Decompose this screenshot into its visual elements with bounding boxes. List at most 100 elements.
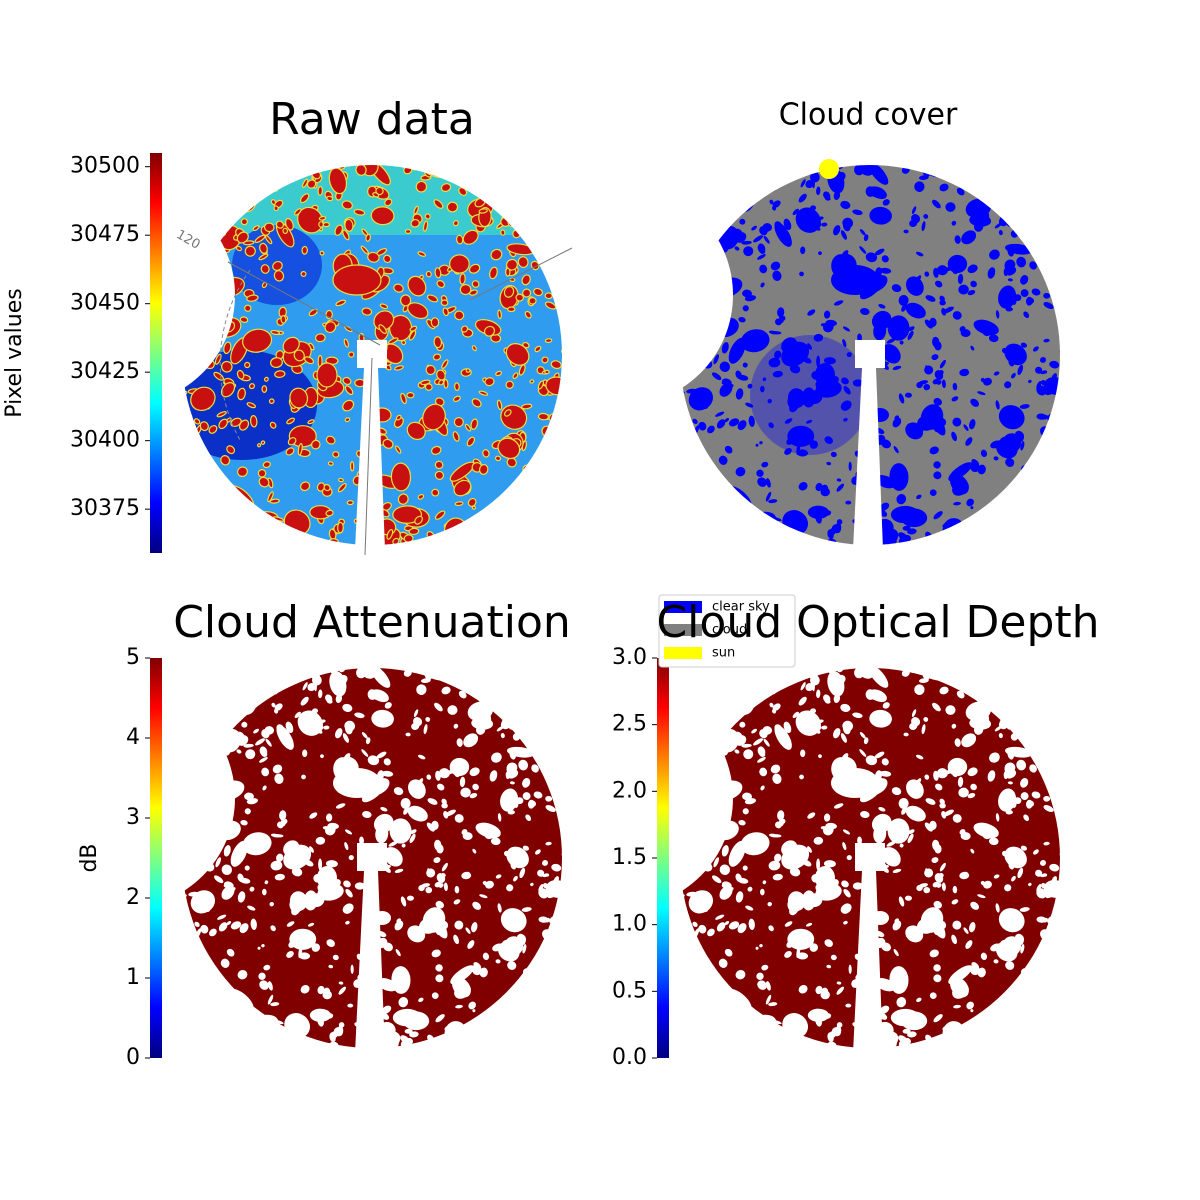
image-blob	[1008, 170, 1015, 178]
image-blob	[230, 207, 236, 214]
image-blob	[509, 781, 515, 785]
image-blob	[693, 855, 699, 864]
image-blob	[344, 325, 353, 333]
image-blob	[325, 435, 336, 445]
image-blob	[252, 225, 260, 232]
image-blob	[190, 1019, 199, 1028]
image-blob	[954, 235, 961, 244]
image-blob	[187, 726, 197, 736]
image-blob	[507, 217, 517, 228]
image-blob	[270, 833, 280, 838]
image-blob	[961, 230, 977, 245]
image-blob	[283, 509, 311, 536]
image-blob	[207, 834, 217, 844]
image-blob	[777, 173, 784, 180]
image-blob	[826, 964, 832, 969]
image-blob	[282, 227, 288, 235]
image-blob	[317, 866, 337, 890]
sky-image	[164, 656, 572, 1059]
image-blob	[255, 738, 266, 746]
image-blob	[325, 824, 336, 836]
image-blob	[549, 916, 557, 924]
image-blob	[218, 418, 229, 430]
image-blob	[735, 535, 744, 546]
image-blob	[939, 359, 946, 369]
image-blob	[471, 280, 480, 288]
image-blob	[434, 702, 443, 712]
image-blob	[198, 517, 208, 525]
image-blob	[174, 401, 183, 412]
image-blob	[528, 733, 533, 739]
image-blob	[478, 390, 489, 396]
image-blob	[167, 741, 190, 759]
image-blob	[517, 256, 529, 268]
image-blob	[199, 421, 209, 432]
image-blob	[337, 521, 344, 534]
image-blob	[389, 818, 412, 844]
image-blob	[534, 345, 542, 353]
image-blob	[854, 164, 865, 176]
image-blob	[272, 660, 280, 672]
image-blob	[688, 516, 697, 525]
image-blob	[229, 989, 254, 1012]
chart-title: Cloud Optical Depth	[656, 597, 1099, 648]
image-blob	[197, 477, 206, 488]
image-blob	[200, 924, 209, 934]
image-blob	[1037, 505, 1045, 512]
image-blob	[207, 801, 212, 810]
image-blob	[757, 254, 766, 260]
image-blob	[244, 304, 252, 312]
image-blob	[1020, 777, 1029, 788]
images	[163, 152, 1070, 1059]
image-blob	[437, 783, 445, 791]
image-blob	[921, 221, 926, 232]
image-blob	[956, 187, 965, 196]
image-blob	[329, 1041, 339, 1048]
image-blob	[860, 811, 870, 819]
image-blob	[907, 528, 917, 535]
image-blob	[241, 189, 250, 198]
image-blob	[818, 754, 822, 758]
image-blob	[1046, 970, 1056, 975]
image-blob	[509, 535, 517, 541]
image-blob	[501, 691, 508, 698]
image-blob	[176, 711, 185, 720]
image-blob	[354, 1022, 361, 1027]
image-blob	[289, 891, 308, 911]
image-blob	[935, 280, 943, 288]
image-blob	[197, 765, 206, 774]
image-blob	[289, 928, 317, 950]
image-blob	[539, 511, 548, 522]
image-blob	[679, 391, 685, 396]
image-blob	[893, 949, 899, 957]
image-blob	[513, 1025, 522, 1035]
image-blob	[359, 836, 364, 845]
image-blob	[465, 368, 471, 373]
image-blob	[1003, 771, 1008, 780]
image-blob	[724, 418, 730, 423]
image-blob	[1012, 164, 1022, 175]
image-blob	[1003, 268, 1008, 277]
image-blob	[891, 787, 902, 796]
image-blob	[1047, 944, 1054, 954]
image-blob	[772, 873, 783, 881]
image-blob	[521, 718, 527, 725]
image-blob	[682, 182, 703, 206]
image-blob	[380, 1012, 390, 1020]
image-blob	[332, 264, 382, 296]
image-blob	[224, 824, 235, 835]
image-blob	[247, 905, 256, 911]
image-blob	[271, 702, 276, 708]
image-blob	[184, 971, 194, 978]
image-blob	[1004, 762, 1016, 774]
image-blob	[522, 777, 531, 788]
image-blob	[318, 724, 324, 731]
image-blob	[194, 921, 200, 927]
image-blob	[1027, 297, 1035, 305]
image-blob	[524, 310, 532, 319]
image-blob	[760, 385, 765, 393]
image-blob	[326, 939, 335, 948]
image-blob	[755, 443, 759, 447]
image-blob	[846, 352, 852, 358]
image-blob	[1020, 441, 1025, 451]
